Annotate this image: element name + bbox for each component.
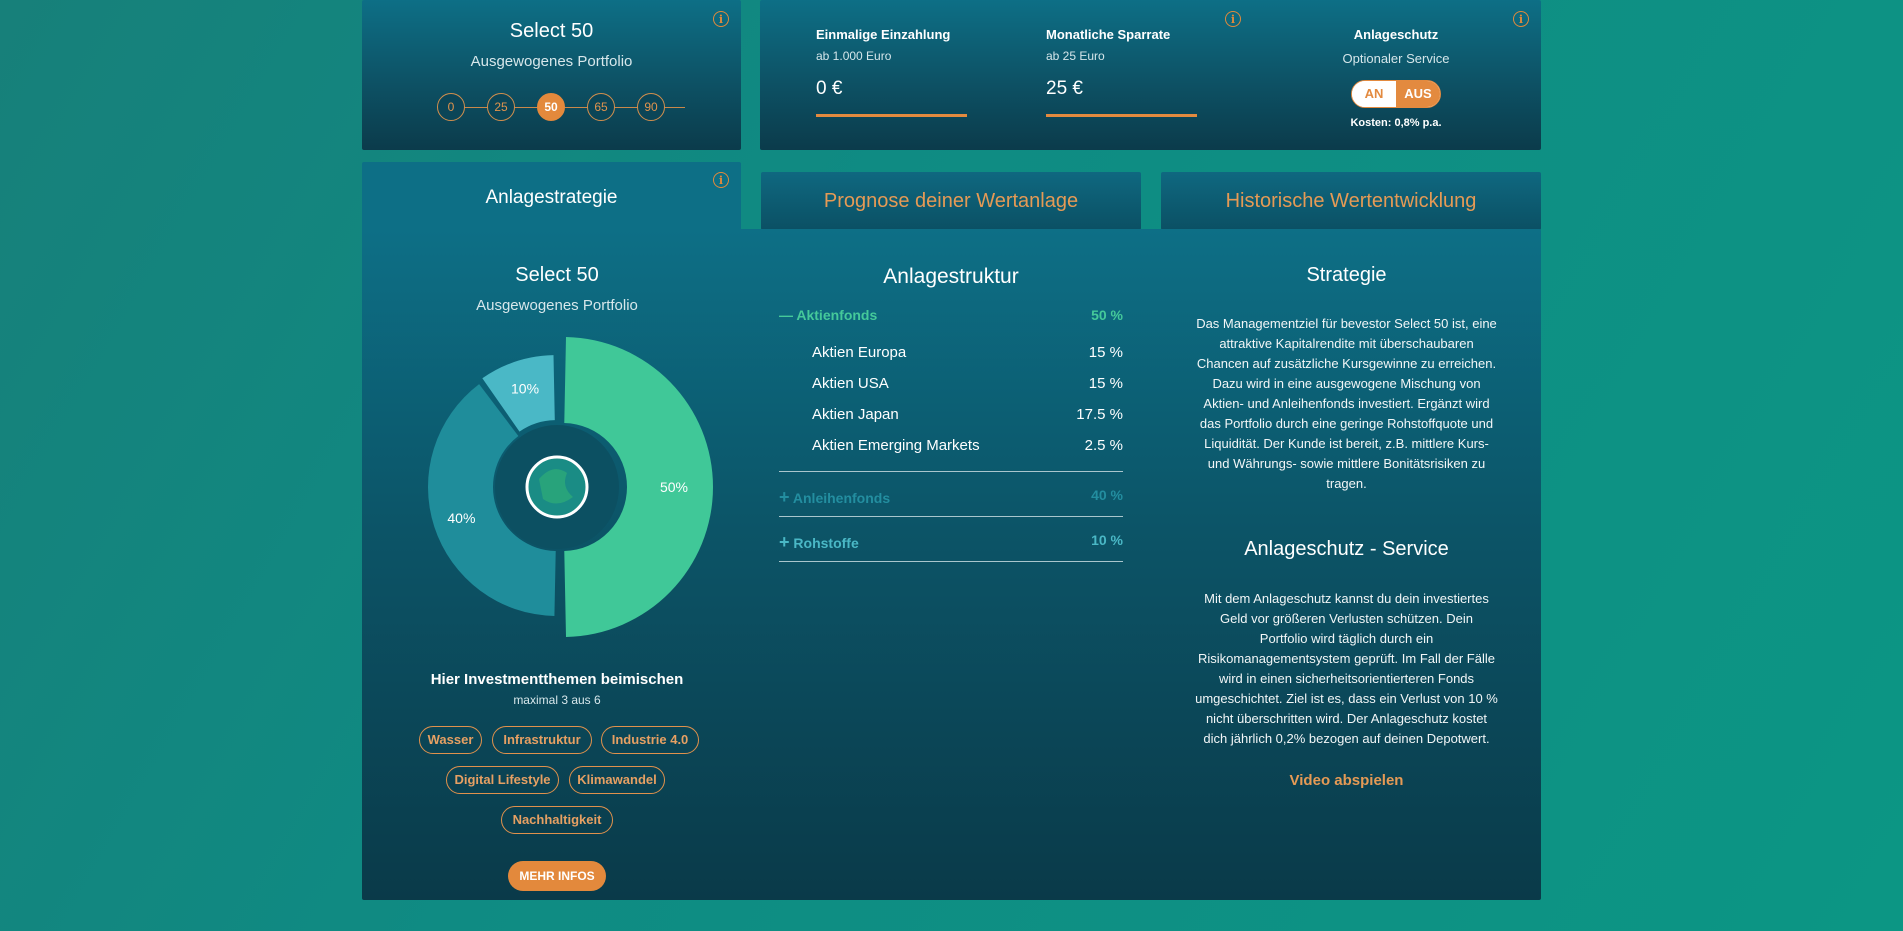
strategie-title: Strategie (1306, 264, 1387, 286)
divider (779, 516, 1123, 517)
service-text: Mit dem Anlageschutz kannst du dein inve… (1195, 591, 1498, 746)
theme-chip-industrie[interactable]: Industrie 4.0 (601, 726, 699, 754)
tab-historie[interactable]: Historische Wertentwicklung (1161, 172, 1541, 230)
step-50[interactable]: 50 (537, 93, 565, 121)
theme-chip-infrastruktur[interactable]: Infrastruktur (492, 726, 592, 754)
theme-chip-wasser[interactable]: Wasser (419, 726, 482, 754)
tab-anlagestrategie[interactable]: i Anlagestrategie (362, 162, 741, 232)
themes-title: Hier Investmentthemen beimischen (430, 671, 684, 688)
monatlich-input[interactable]: 25 € (1046, 78, 1083, 99)
einmalig-sub: ab 1.000 Euro (816, 49, 892, 63)
einmalig-underline (816, 114, 967, 117)
group-name: Rohstoffe (793, 535, 859, 551)
item-name: Aktien Emerging Markets (812, 437, 980, 454)
group-name: Anleihenfonds (792, 490, 891, 506)
item-name: Aktien Japan (812, 406, 899, 423)
donut-label-aktienfonds: 50% (660, 479, 688, 495)
step-65[interactable]: 65 (587, 93, 615, 121)
expand-icon: + (779, 487, 790, 507)
theme-chip-klimawandel[interactable]: Klimawandel (569, 766, 665, 794)
toggle-an[interactable]: AN (1352, 81, 1396, 107)
monatlich-label: Monatliche Sparrate (1046, 27, 1171, 42)
anlageschutz-label: Anlageschutz (1353, 27, 1439, 42)
list-item: Aktien Emerging Markets 2.5 % (812, 437, 1123, 454)
info-icon[interactable]: i (1513, 11, 1529, 27)
tab-label: Historische Wertentwicklung (1225, 190, 1477, 212)
anlageschutz-sub: Optionaler Service (1342, 51, 1450, 66)
structure-column: Anlagestruktur — Aktienfonds 50 % Aktien… (779, 229, 1123, 900)
portfolio-select-panel: i Select 50 Ausgewogenes Portfolio 0 25 … (362, 0, 741, 150)
list-item: Aktien Europa 15 % (812, 344, 1123, 361)
tab-label: Anlagestrategie (485, 187, 618, 208)
strategy-content: Select 50 Ausgewogenes Portfolio 50% 40% 1… (362, 229, 1541, 900)
mehr-infos-button[interactable]: MEHR INFOS (508, 861, 606, 891)
donut-slice-anleihenfonds[interactable] (427, 384, 556, 616)
divider (779, 471, 1123, 472)
item-name: Aktien Europa (812, 344, 907, 361)
strategy-text-column: Strategie Das Managementziel für bevesto… (1152, 229, 1541, 900)
stepper-line (447, 107, 685, 108)
tab-label: Prognose deiner Wertanlage (823, 190, 1079, 212)
collapse-icon: — (779, 307, 793, 323)
risk-stepper: 0 25 50 65 90 (437, 93, 695, 123)
theme-chip-digital-lifestyle[interactable]: Digital Lifestyle (446, 766, 559, 794)
step-0[interactable]: 0 (437, 93, 465, 121)
einmalig-input[interactable]: 0 € (816, 78, 843, 99)
panel-subtitle: Ausgewogenes Portfolio (470, 53, 633, 70)
item-pct: 15 % (1088, 375, 1123, 392)
strategie-text: Das Managementziel für bevestor Select 5… (1196, 316, 1497, 491)
divider (779, 561, 1123, 562)
tab-prognose[interactable]: Prognose deiner Wertanlage (761, 172, 1141, 230)
toggle-aus[interactable]: AUS (1396, 81, 1440, 107)
portfolio-column: Select 50 Ausgewogenes Portfolio 50% 40% 1… (362, 229, 752, 900)
group-rohstoffe[interactable]: + Rohstoffe 10 % (779, 532, 1123, 553)
themes-subtitle: maximal 3 aus 6 (513, 693, 601, 707)
item-pct: 15 % (1088, 344, 1123, 361)
allocation-donut-chart: 50% 40% 10% (427, 337, 714, 637)
portfolio-subtitle: Ausgewogenes Portfolio (476, 297, 638, 314)
info-icon[interactable]: i (713, 172, 729, 188)
item-pct: 2.5 % (1084, 437, 1123, 454)
donut-label-anleihenfonds: 40% (447, 510, 475, 526)
item-name: Aktien USA (812, 375, 889, 392)
video-link[interactable]: Video abspielen (1289, 772, 1404, 789)
group-name: Aktienfonds (796, 307, 878, 323)
group-pct: 50 % (1091, 307, 1123, 323)
kosten-text: Kosten: 0,8% p.a. (1350, 117, 1442, 129)
donut-label-rohstoffe: 10% (511, 381, 539, 397)
portfolio-title: Select 50 (515, 264, 599, 286)
group-pct: 10 % (1091, 532, 1123, 548)
group-anleihenfonds[interactable]: + Anleihenfonds 40 % (779, 487, 1123, 508)
anlageschutz-toggle[interactable]: AN AUS (1351, 80, 1441, 108)
group-pct: 40 % (1091, 487, 1123, 503)
theme-chip-nachhaltigkeit[interactable]: Nachhaltigkeit (501, 806, 613, 834)
step-25[interactable]: 25 (487, 93, 515, 121)
service-title: Anlageschutz - Service (1244, 538, 1449, 560)
panel-title: Select 50 (509, 20, 594, 42)
expand-icon: + (779, 532, 790, 552)
list-item: Aktien USA 15 % (812, 375, 1123, 392)
item-pct: 17.5 % (1076, 406, 1123, 423)
info-icon[interactable]: i (713, 11, 729, 27)
info-icon[interactable]: i (1225, 11, 1241, 27)
globe-land-shape (539, 469, 573, 504)
investment-inputs-panel: i i Einmalige Einzahlung ab 1.000 Euro 0… (760, 0, 1541, 150)
list-item: Aktien Japan 17.5 % (812, 406, 1123, 423)
group-aktienfonds[interactable]: — Aktienfonds 50 % (779, 307, 1123, 323)
structure-title: Anlagestruktur (883, 265, 1019, 288)
einmalig-label: Einmalige Einzahlung (816, 27, 951, 42)
monatlich-underline (1046, 114, 1197, 117)
step-90[interactable]: 90 (637, 93, 665, 121)
donut-slice-rohstoffe[interactable] (482, 355, 555, 432)
monatlich-sub: ab 25 Euro (1046, 49, 1105, 63)
